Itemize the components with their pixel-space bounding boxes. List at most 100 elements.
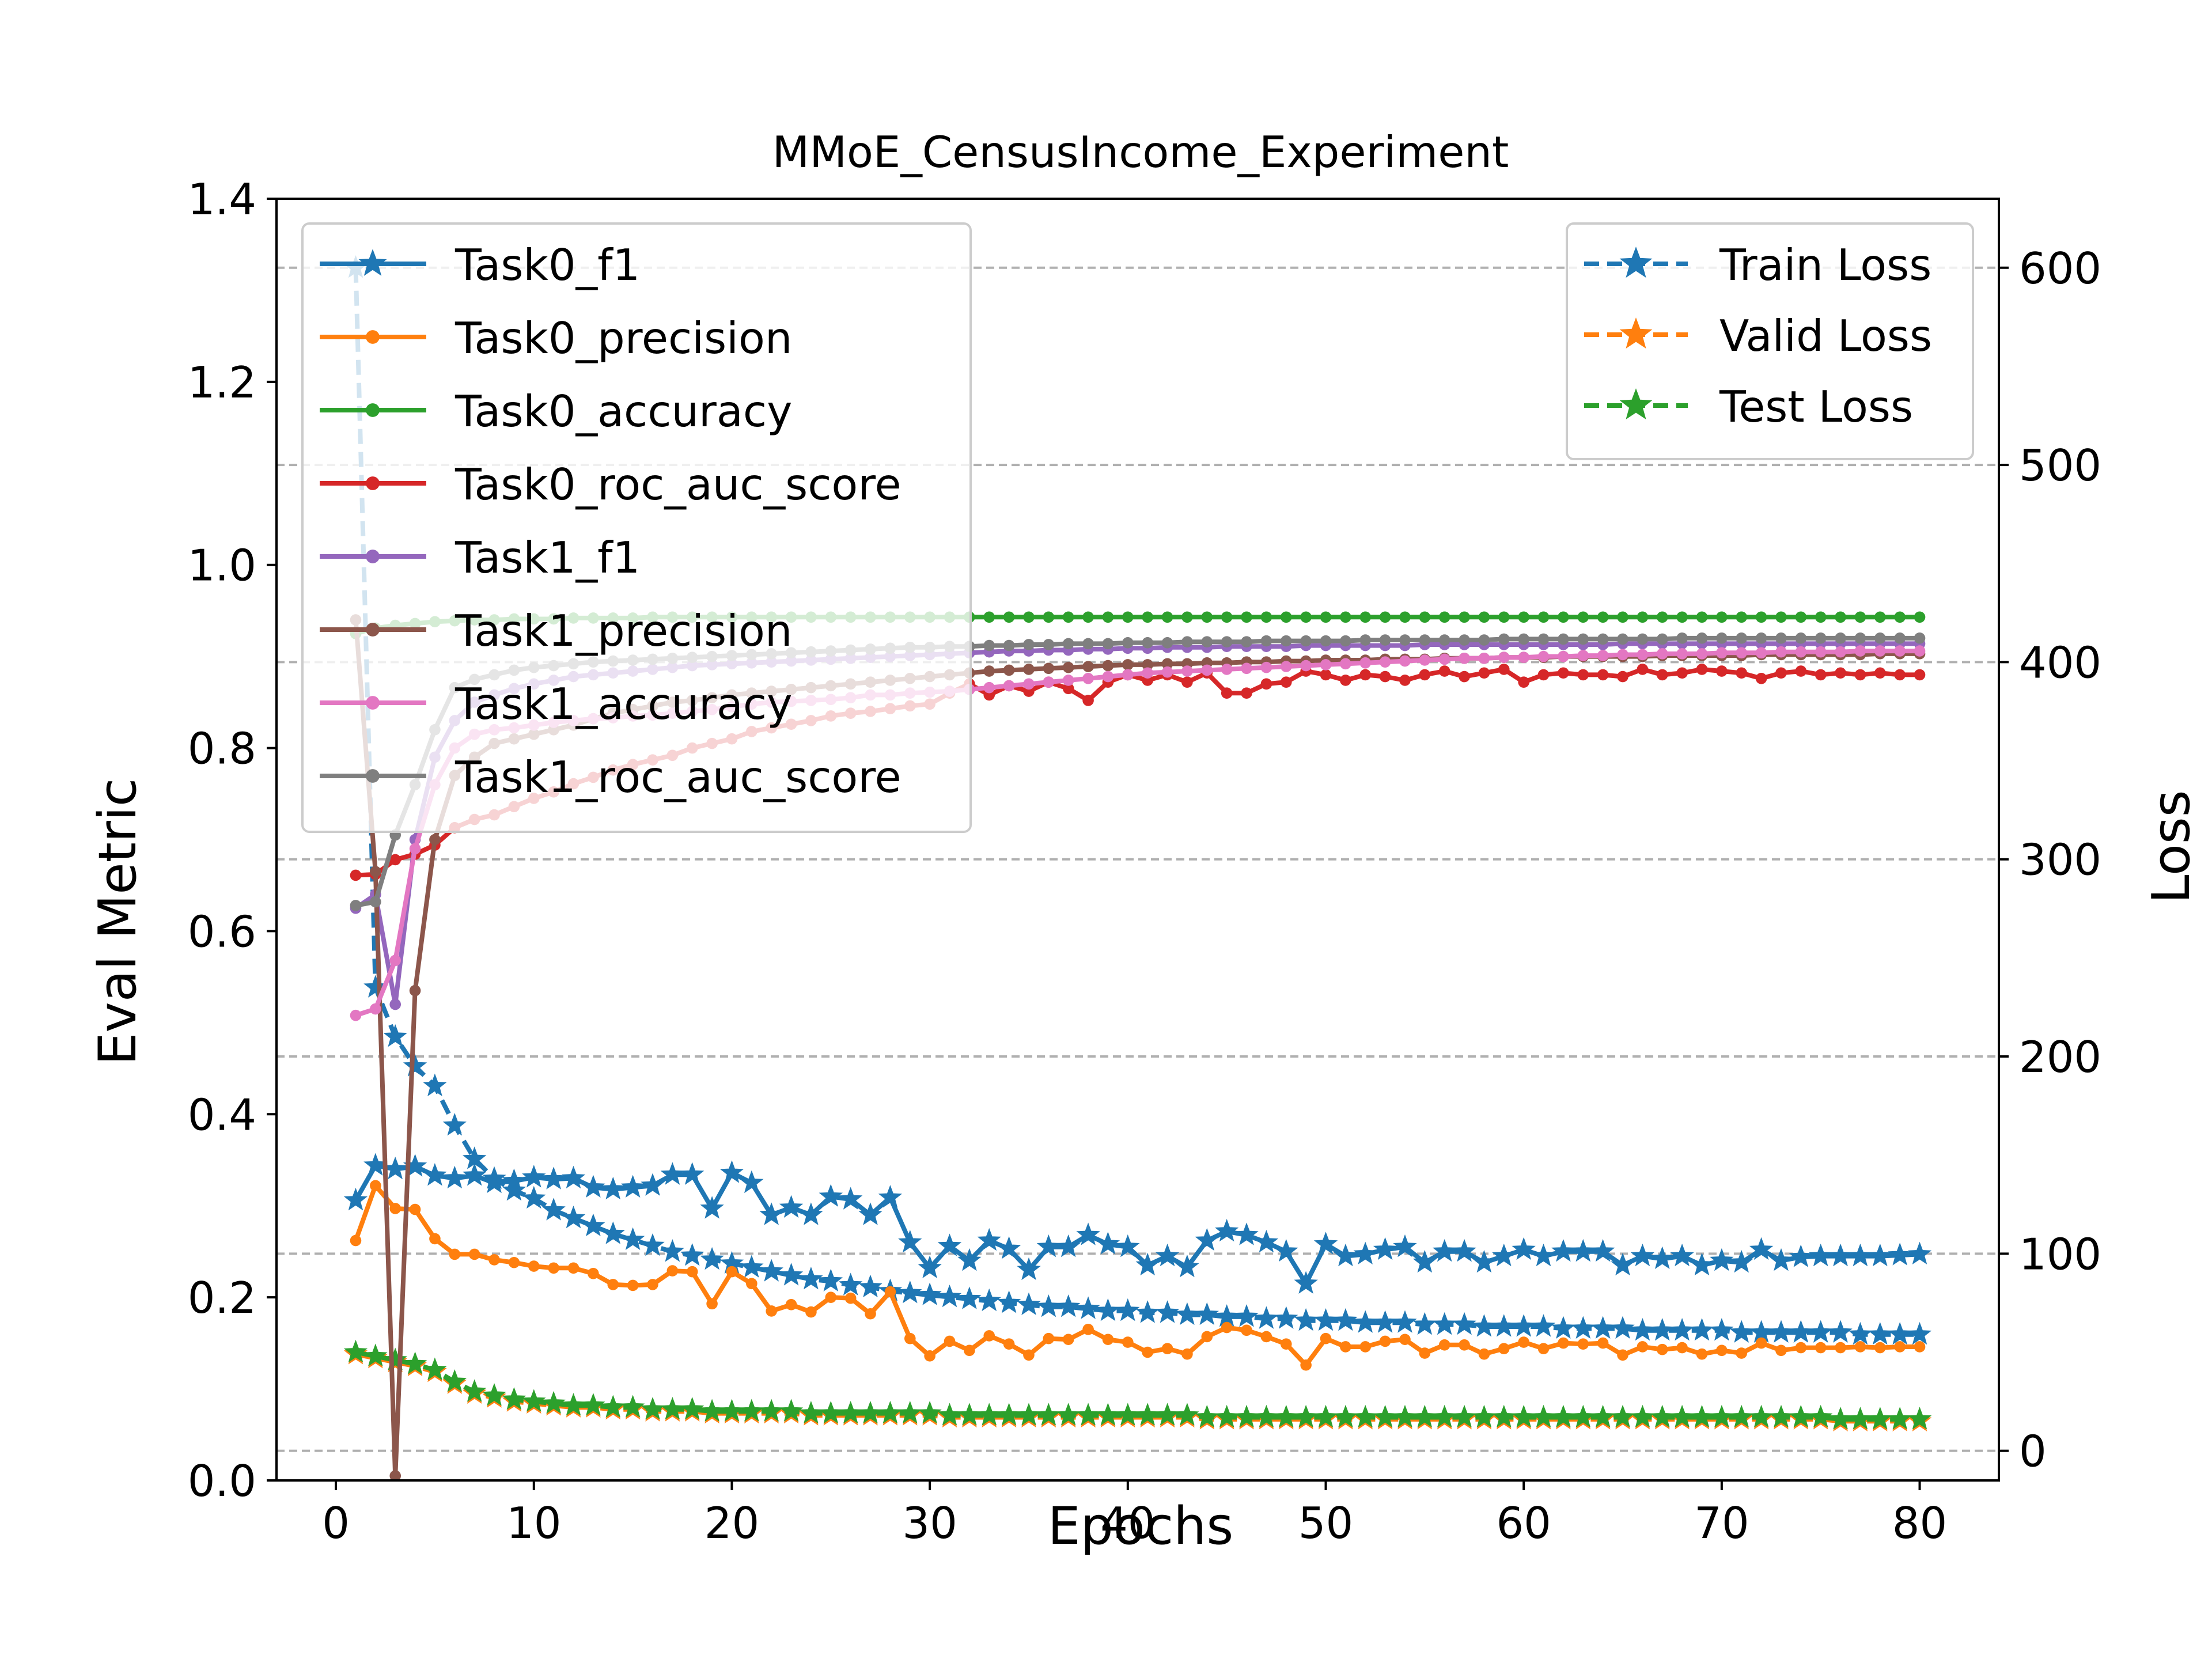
data-point (1755, 1337, 1767, 1349)
data-point (1116, 1234, 1140, 1257)
data-point (1795, 632, 1807, 644)
data-point (1676, 1342, 1688, 1354)
data-point (350, 900, 362, 911)
data-point (1254, 1230, 1279, 1253)
data-point (1472, 1249, 1497, 1273)
data-point (1452, 1312, 1476, 1335)
data-point (1828, 1320, 1853, 1343)
series-test-loss (343, 1339, 1932, 1430)
data-point (1775, 667, 1787, 679)
data-point (1597, 650, 1609, 661)
data-point (1003, 680, 1015, 692)
legend-item-task0-precision: Task0_precision (320, 313, 792, 363)
data-point (1155, 1300, 1180, 1323)
plot-frame (275, 198, 2000, 1482)
data-point (1221, 687, 1233, 699)
legend-item-task0-roc-auc-score: Task0_roc_auc_score (320, 459, 902, 510)
data-point (1914, 632, 1926, 644)
data-point (343, 1339, 368, 1363)
data-point (567, 1262, 579, 1274)
data-point (1062, 1334, 1074, 1346)
data-point (1359, 634, 1372, 646)
data-point (1379, 611, 1391, 623)
data-point (1412, 1249, 1437, 1273)
data-point (1637, 664, 1649, 675)
legend-label: Task0_roc_auc_score (454, 459, 902, 510)
data-point (1551, 1238, 1575, 1262)
y-left-tick-label: 0.4 (188, 1089, 256, 1140)
data-point (977, 1403, 1001, 1426)
data-point (541, 1391, 566, 1414)
data-point (409, 984, 421, 997)
data-point (468, 1248, 480, 1260)
data-point (759, 1202, 783, 1225)
data-point (1907, 1241, 1932, 1265)
data-point (581, 1175, 605, 1198)
data-point (1478, 634, 1490, 646)
data-point (878, 1400, 903, 1424)
data-point (1755, 647, 1767, 659)
data-point (1835, 632, 1846, 644)
data-point (1577, 633, 1589, 645)
data-point (1854, 645, 1866, 657)
data-point (482, 1383, 506, 1406)
data-point (1161, 1343, 1173, 1354)
data-point (429, 834, 441, 846)
data-point (1116, 1403, 1140, 1426)
data-point (1492, 1404, 1516, 1428)
legend-item-train-loss: Train Loss (1584, 240, 1931, 290)
data-point (1637, 1341, 1649, 1353)
data-point (1637, 611, 1649, 623)
legend-label: Task0_accuracy (454, 386, 792, 437)
data-point (660, 1162, 685, 1185)
data-point (1379, 671, 1391, 683)
data-point (607, 1279, 619, 1290)
data-point (1815, 611, 1827, 623)
data-point (1076, 1222, 1100, 1245)
data-point (1412, 1404, 1437, 1428)
data-point (1195, 1228, 1219, 1251)
legend-label: Task0_precision (454, 313, 792, 363)
data-point (1082, 661, 1094, 672)
data-point (1676, 611, 1688, 623)
data-point (1122, 1336, 1134, 1348)
data-point (1498, 664, 1510, 675)
legend-item-task1-f1: Task1_f1 (320, 532, 640, 583)
data-point (1062, 661, 1074, 673)
data-point (1214, 1404, 1239, 1428)
loss-series-group (343, 255, 1932, 1431)
data-point (1334, 1243, 1358, 1267)
data-point (1300, 611, 1312, 623)
data-point (370, 866, 381, 877)
data-point (548, 1262, 559, 1274)
data-point (1043, 676, 1055, 688)
data-point (1696, 664, 1708, 675)
data-point (1399, 634, 1411, 646)
data-point (1558, 633, 1569, 645)
legend-losses: Train Loss Valid Loss Test Loss (1566, 222, 1974, 460)
legend-marker (1619, 247, 1653, 278)
data-point (1888, 1243, 1912, 1266)
data-point (1393, 1404, 1417, 1428)
data-point (1359, 657, 1372, 669)
data-point (686, 1266, 698, 1278)
data-point (383, 1156, 407, 1180)
data-point (522, 1389, 546, 1412)
data-point (1637, 633, 1649, 645)
data-point (1769, 1248, 1793, 1271)
data-point (1749, 1404, 1774, 1428)
y-right-tick-label: 100 (2019, 1229, 2101, 1279)
data-point (1835, 646, 1846, 658)
legend-marker (366, 476, 380, 490)
data-point (442, 1113, 467, 1136)
data-point (1769, 1404, 1793, 1428)
data-point (1498, 652, 1510, 664)
data-point (1710, 1318, 1734, 1341)
data-point (1716, 647, 1728, 659)
data-point (1419, 634, 1431, 646)
data-point (1260, 1331, 1272, 1343)
legend-label: Valid Loss (1719, 310, 1932, 361)
data-point (1611, 1252, 1635, 1276)
data-point (502, 1387, 527, 1410)
data-point (1036, 1294, 1061, 1317)
